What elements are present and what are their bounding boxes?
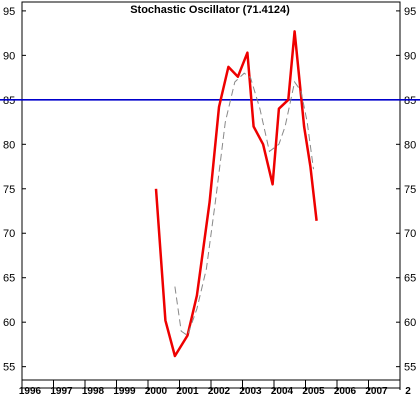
y-tick-label-right: 95 <box>404 6 416 18</box>
series-layer <box>154 30 318 358</box>
x-tick-label: 1998 <box>82 386 105 397</box>
y-tick-label-left: 65 <box>3 273 15 285</box>
y-tick-label-left: 75 <box>3 184 15 196</box>
y-axis-right: 55 60 65 70 75 80 85 90 95 <box>396 6 416 374</box>
y-tick-label-right: 70 <box>404 228 416 240</box>
x-tick-label: 2006 <box>334 386 357 397</box>
x-tick-label: 2002 <box>208 386 231 397</box>
x-tick-label: 2001 <box>176 386 199 397</box>
x-tick-label: 2005 <box>302 386 325 397</box>
y-tick-label-right: 65 <box>404 273 416 285</box>
x-tick-label: 1999 <box>113 386 136 397</box>
x-tick-label: 2004 <box>271 386 294 397</box>
y-tick-label-left: 55 <box>3 362 15 374</box>
y-tick-label-left: 90 <box>3 50 15 62</box>
x-tick-label: 2007 <box>365 386 388 397</box>
y-tick-label-right: 60 <box>404 317 416 329</box>
y-tick-label-right: 90 <box>404 50 416 62</box>
x-tick-label: 2 <box>405 386 411 397</box>
x-tick-label: 1996 <box>19 386 42 397</box>
series-line-signal <box>174 72 314 337</box>
y-tick-label-left: 70 <box>3 228 15 240</box>
y-tick-label-right: 85 <box>404 95 416 107</box>
x-tick-label: 2000 <box>145 386 168 397</box>
y-axis-left: 55 60 65 70 75 80 85 90 95 <box>3 6 26 374</box>
x-axis: 1996 1997 1998 1999 2000 2001 2002 2003 2004 2005… <box>19 380 411 397</box>
y-tick-label-left: 95 <box>3 6 15 18</box>
x-tick-label: 1997 <box>50 386 73 397</box>
chart-title: Stochastic Oscillator (71.4124) <box>130 4 290 16</box>
y-tick-label-right: 55 <box>404 362 416 374</box>
y-tick-label-right: 75 <box>404 184 416 196</box>
series-line-stochastic <box>154 30 318 358</box>
x-tick-label: 2003 <box>239 386 262 397</box>
y-tick-label-left: 85 <box>3 95 15 107</box>
y-tick-label-right: 80 <box>404 139 416 151</box>
y-tick-label-left: 80 <box>3 139 15 151</box>
y-tick-label-left: 60 <box>3 317 15 329</box>
